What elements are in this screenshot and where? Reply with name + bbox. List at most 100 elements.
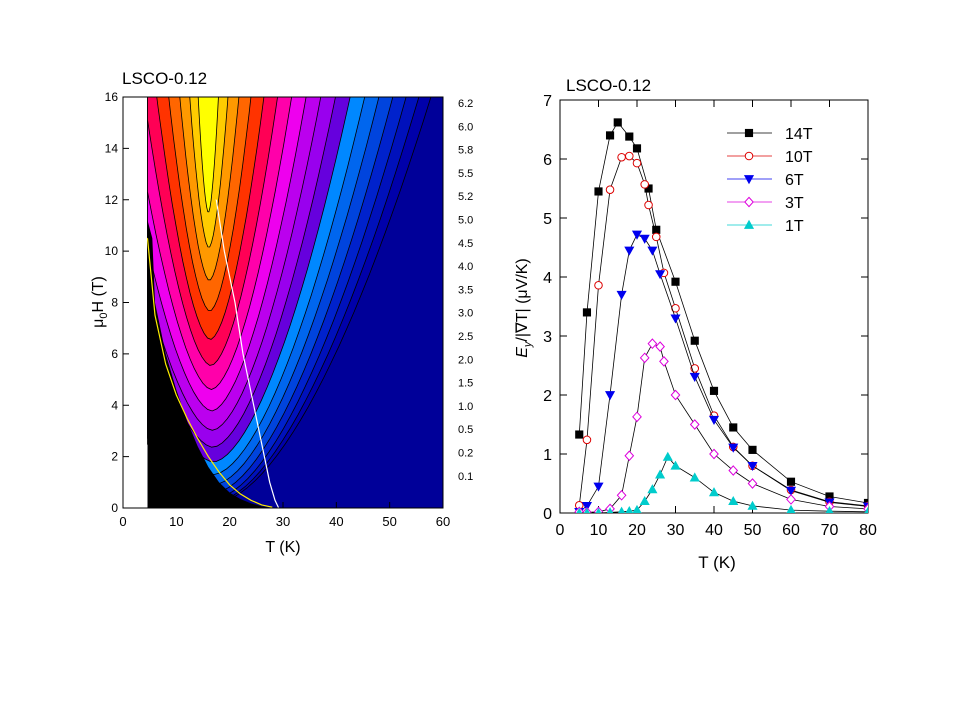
- series-6T: [574, 230, 868, 513]
- data-point: [594, 187, 603, 196]
- legend: 14T 10T 6T 3T 1T: [727, 126, 813, 235]
- contour-band: [197, 97, 219, 213]
- data-point: [709, 448, 719, 460]
- data-point: [631, 230, 643, 240]
- data-point: [625, 132, 634, 141]
- data-point: [647, 484, 658, 494]
- level-label: 0.1: [458, 471, 473, 483]
- data-point: [655, 270, 666, 280]
- data-point: [747, 478, 758, 489]
- data-point: [825, 506, 834, 513]
- series-line: [578, 121, 868, 504]
- svg-text:μ0H (T): μ0H (T): [90, 276, 110, 328]
- data-point: [594, 280, 603, 290]
- data-point: [728, 465, 739, 476]
- left-x-tick-label: 30: [276, 514, 290, 529]
- data-point: [606, 507, 614, 513]
- series-line: [579, 456, 868, 513]
- level-label: 5.2: [458, 191, 473, 203]
- data-point: [613, 118, 622, 127]
- right-y-label-sub: y: [522, 340, 534, 348]
- data-point: [670, 460, 681, 470]
- left-y-tick-label: 10: [105, 244, 119, 258]
- data-point: [662, 451, 673, 461]
- left-x-axis-label: T (K): [265, 539, 300, 556]
- left-x-tick-label: 60: [436, 514, 450, 529]
- data-point: [584, 507, 590, 513]
- right-axes: 0 10 20 30 40 50 60 70 80 0 1 2 3 4 5 6 7: [543, 93, 877, 539]
- data-point: [616, 489, 627, 501]
- peak-line: [215, 199, 280, 508]
- data-point: [618, 506, 626, 513]
- data-point: [655, 341, 665, 352]
- data-point: [632, 158, 642, 168]
- level-label: 4.5: [458, 238, 473, 250]
- left-y-tick-label: 4: [111, 398, 118, 412]
- data-point: [651, 232, 661, 242]
- right-x-tick-label: 40: [705, 522, 723, 539]
- data-point: [689, 472, 700, 482]
- data-point: [785, 486, 797, 496]
- left-panel-title: LSCO-0.12: [122, 69, 207, 88]
- data-point: [593, 482, 604, 492]
- level-label: 5.5: [458, 168, 473, 180]
- left-x-tick-label: 10: [169, 514, 183, 529]
- left-y-tick-label: 2: [111, 450, 118, 464]
- data-point: [747, 500, 758, 510]
- legend-label: 6T: [785, 172, 804, 189]
- legend-label: 1T: [785, 218, 804, 235]
- left-y-tick-label: 16: [105, 90, 119, 104]
- data-point: [639, 352, 650, 364]
- legend-label: 14T: [785, 126, 813, 143]
- melting-line: [147, 237, 273, 508]
- data-point: [689, 419, 700, 430]
- level-label: 1.5: [458, 378, 473, 390]
- left-x-tick-label: 20: [222, 514, 236, 529]
- left-y-label-rest: H (T): [90, 276, 107, 312]
- legend-marker: [743, 219, 755, 229]
- data-point: [575, 430, 584, 439]
- data-point: [708, 415, 720, 426]
- data-point: [581, 502, 592, 512]
- data-point: [864, 506, 868, 513]
- level-label: 6.0: [458, 121, 473, 133]
- legend-marker: [744, 151, 754, 161]
- right-x-tick-label: 80: [859, 522, 877, 539]
- legend-label: 3T: [785, 195, 804, 212]
- data-point: [595, 507, 602, 513]
- data-point: [632, 504, 642, 513]
- right-x-tick-label: 30: [667, 522, 685, 539]
- data-point: [655, 469, 666, 479]
- data-point: [786, 477, 796, 486]
- data-point: [624, 450, 635, 462]
- right-y-tick-label: 6: [543, 152, 552, 169]
- left-y-tick-label: 8: [111, 296, 118, 310]
- left-y-tick-label: 0: [111, 501, 118, 515]
- data-point: [632, 411, 642, 423]
- right-x-tick-label: 10: [590, 522, 608, 539]
- left-y-tick-label: 12: [105, 193, 119, 207]
- right-x-tick-label: 50: [744, 522, 762, 539]
- right-x-tick-label: 60: [782, 522, 800, 539]
- series-line: [579, 343, 868, 513]
- right-y-label-main: E: [514, 347, 531, 358]
- data-point: [582, 435, 592, 445]
- data-point: [582, 308, 592, 317]
- data-point: [647, 246, 658, 256]
- level-label: 0.2: [458, 448, 473, 460]
- line-series-area: [574, 118, 868, 513]
- left-x-tick-label: 50: [382, 514, 396, 529]
- right-panel-title: LSCO-0.12: [566, 76, 651, 95]
- right-x-tick-label: 70: [821, 522, 839, 539]
- data-point: [647, 338, 658, 350]
- level-label: 2.5: [458, 331, 473, 343]
- data-point: [708, 487, 720, 497]
- level-label: 4.0: [458, 261, 473, 273]
- left-y-axis-label: μ0H (T): [90, 276, 110, 328]
- right-x-tick-label: 0: [556, 522, 565, 539]
- level-label: 1.0: [458, 401, 473, 413]
- level-label: 2.0: [458, 354, 473, 366]
- data-point: [605, 185, 615, 194]
